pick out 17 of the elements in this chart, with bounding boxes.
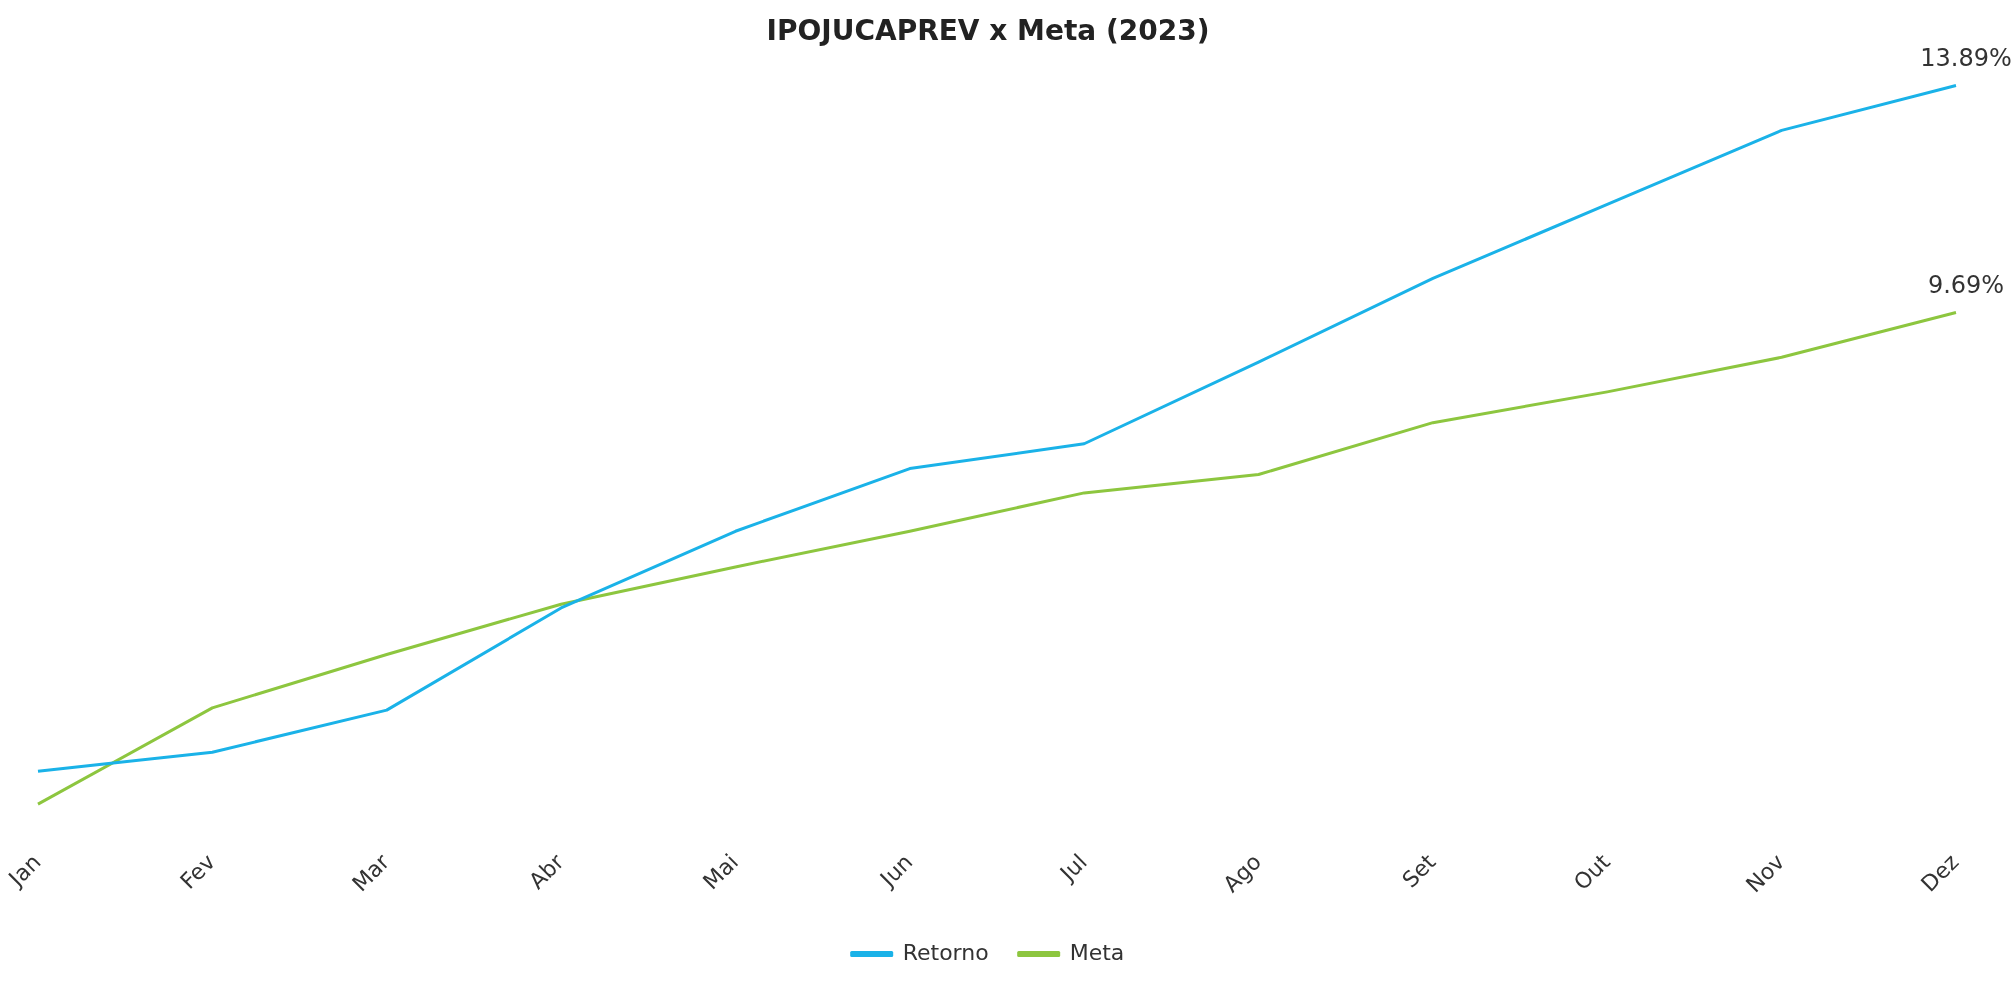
legend-label: Retorno [902,939,989,965]
x-tick-label: Out [1568,848,1616,896]
data-label: 13.89% [1920,43,2011,72]
chart-title: IPOJUCAPREV x Meta (2023) [766,14,1210,48]
x-tick-label: Mai [698,849,744,895]
x-tick-label: Dez [1916,849,1964,897]
data-label: 9.69% [1927,270,2005,299]
x-tick-label: Jan [2,849,46,893]
x-tick-label: Fev [175,849,220,894]
x-tick-label: Jun [873,849,918,893]
x-tick-label: Abr [524,848,570,894]
x-tick-label: Mar [347,848,395,897]
x-tick-label: Jul [1053,849,1092,888]
legend-label: Meta [1069,939,1125,965]
x-tick-label: Set [1397,848,1441,893]
x-tick-label: Nov [1741,849,1790,898]
x-tick-label: Ago [1218,849,1267,897]
